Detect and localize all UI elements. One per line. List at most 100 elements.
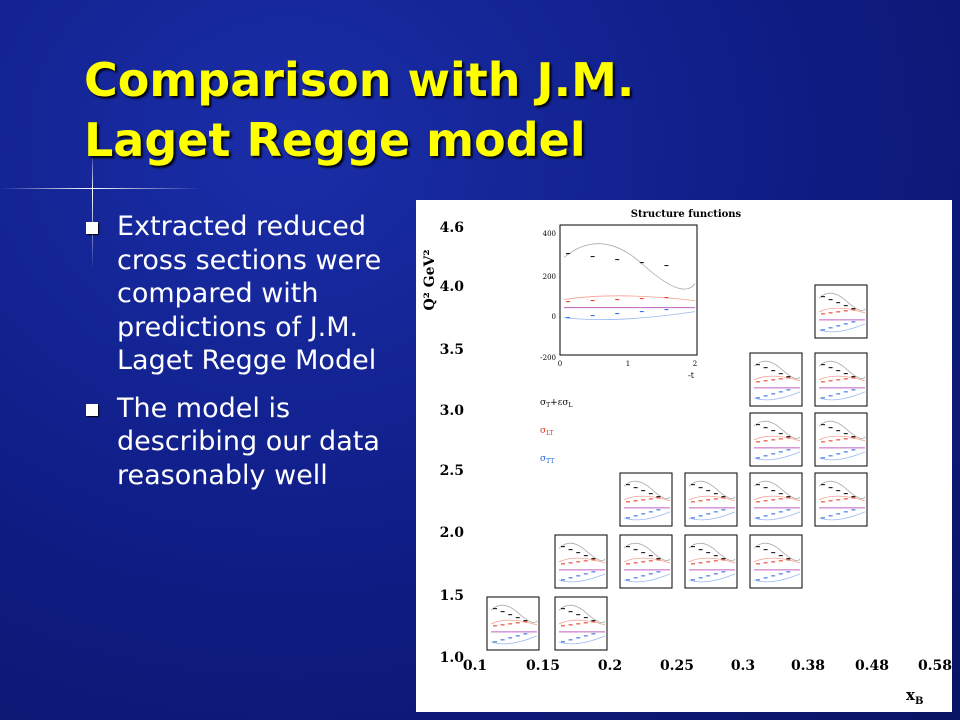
panel-frame xyxy=(684,534,738,589)
model-curve xyxy=(688,557,736,564)
model-curve xyxy=(623,511,671,521)
panel-frame xyxy=(814,472,868,527)
legend-sub: T xyxy=(546,402,550,409)
model-curve xyxy=(818,292,866,311)
model-curve xyxy=(558,619,606,626)
panel-frame xyxy=(554,596,608,651)
model-curve xyxy=(558,542,606,561)
decor-line xyxy=(0,188,200,189)
inset-x-label: -t xyxy=(688,371,695,380)
model-curve xyxy=(558,557,606,564)
x-tick-label: 0.38 xyxy=(791,658,825,674)
model-curve xyxy=(818,307,866,314)
model-curve xyxy=(490,604,538,623)
model-curve xyxy=(818,511,866,521)
slide-title: Comparison with J.M. Laget Regge model xyxy=(84,53,635,167)
model-curve xyxy=(818,435,866,442)
model-curve xyxy=(753,391,801,401)
model-curve xyxy=(688,573,736,583)
model-curve xyxy=(688,511,736,521)
legend-entry: σTT xyxy=(540,454,554,465)
y-axis-label: Q² GeV² xyxy=(422,249,438,310)
x-tick-label: 0.3 xyxy=(731,658,755,674)
legend-entry: σLT xyxy=(540,426,554,437)
inset-y-tick-label: 0 xyxy=(552,313,556,321)
x-tick-label: 0.25 xyxy=(660,658,694,674)
legend-sub: LT xyxy=(546,430,554,437)
inset-x-tick-label: 1 xyxy=(626,360,630,368)
y-tick-label: 2.0 xyxy=(440,525,465,541)
model-curve xyxy=(688,480,736,499)
bullet: The model is describing our data reasona… xyxy=(86,392,386,493)
panel-frame xyxy=(749,352,803,407)
model-curve xyxy=(818,360,866,379)
y-tick-label: 3.5 xyxy=(440,342,464,358)
panel-frame xyxy=(814,284,868,339)
model-curve xyxy=(818,451,866,461)
x-tick-label: 0.2 xyxy=(598,658,622,674)
model-curve xyxy=(753,573,801,583)
model-curve xyxy=(623,557,671,564)
bullet: Extracted reduced cross sections were co… xyxy=(86,210,386,378)
inset-x-tick-label: 0 xyxy=(558,360,562,368)
model-curve xyxy=(753,435,801,442)
x-tick-label: 0.58 xyxy=(918,658,952,674)
y-tick-label: 4.6 xyxy=(440,220,464,236)
panel-frame xyxy=(619,472,673,527)
model-curve xyxy=(490,635,538,645)
legend-entry: σT+εσL xyxy=(540,398,573,409)
model-curve xyxy=(558,573,606,583)
model-curve xyxy=(753,542,801,561)
y-tick-label: 2.5 xyxy=(440,463,464,479)
figure: Structure functions Q² GeV² xB 4.6 4.0 3.5… xyxy=(416,200,952,712)
x-tick-label: 0.48 xyxy=(855,658,889,674)
model-curve xyxy=(563,311,696,320)
legend-symbol: σ xyxy=(540,398,546,408)
model-curve xyxy=(818,420,866,439)
y-tick-label: 1.0 xyxy=(440,650,465,666)
legend-symbol: σ xyxy=(540,454,546,464)
model-curve xyxy=(818,391,866,401)
model-curve xyxy=(753,451,801,461)
panel-frame xyxy=(814,412,868,467)
panel-frame xyxy=(814,352,868,407)
model-curve xyxy=(753,511,801,521)
model-curve xyxy=(753,375,801,382)
model-curve xyxy=(563,243,696,290)
model-curve xyxy=(818,495,866,502)
x-tick-label: 0.15 xyxy=(526,658,560,674)
y-tick-label: 3.0 xyxy=(440,403,465,419)
model-curve xyxy=(558,604,606,623)
x-axis-label: xB xyxy=(906,686,923,707)
inset-x-tick-label: 2 xyxy=(693,360,697,368)
model-curve xyxy=(753,495,801,502)
model-curve xyxy=(623,573,671,583)
panel-frame xyxy=(559,224,698,356)
model-curve xyxy=(753,420,801,439)
model-curve xyxy=(818,323,866,333)
panel-frame xyxy=(554,534,608,589)
y-tick-label: 1.5 xyxy=(440,588,464,604)
model-curve xyxy=(753,360,801,379)
figure-background xyxy=(416,200,952,712)
y-tick-label: 4.0 xyxy=(440,279,465,295)
model-curve xyxy=(623,495,671,502)
inset-y-tick-label: -200 xyxy=(540,354,556,362)
x-label-base: x xyxy=(906,686,916,704)
model-curve xyxy=(688,495,736,502)
model-curve xyxy=(753,557,801,564)
model-curve xyxy=(818,375,866,382)
model-curve xyxy=(818,480,866,499)
model-curve xyxy=(688,542,736,561)
x-label-sub: B xyxy=(915,696,923,707)
model-curve xyxy=(558,635,606,645)
legend-sub: TT xyxy=(546,458,554,465)
panel-frame xyxy=(749,534,803,589)
panel-frame xyxy=(749,472,803,527)
model-curve xyxy=(623,542,671,561)
bullet-list: Extracted reduced cross sections were co… xyxy=(86,210,386,506)
x-tick-label: 0.1 xyxy=(463,658,487,674)
figure-title: Structure functions xyxy=(631,209,742,220)
panel-frame xyxy=(619,534,673,589)
